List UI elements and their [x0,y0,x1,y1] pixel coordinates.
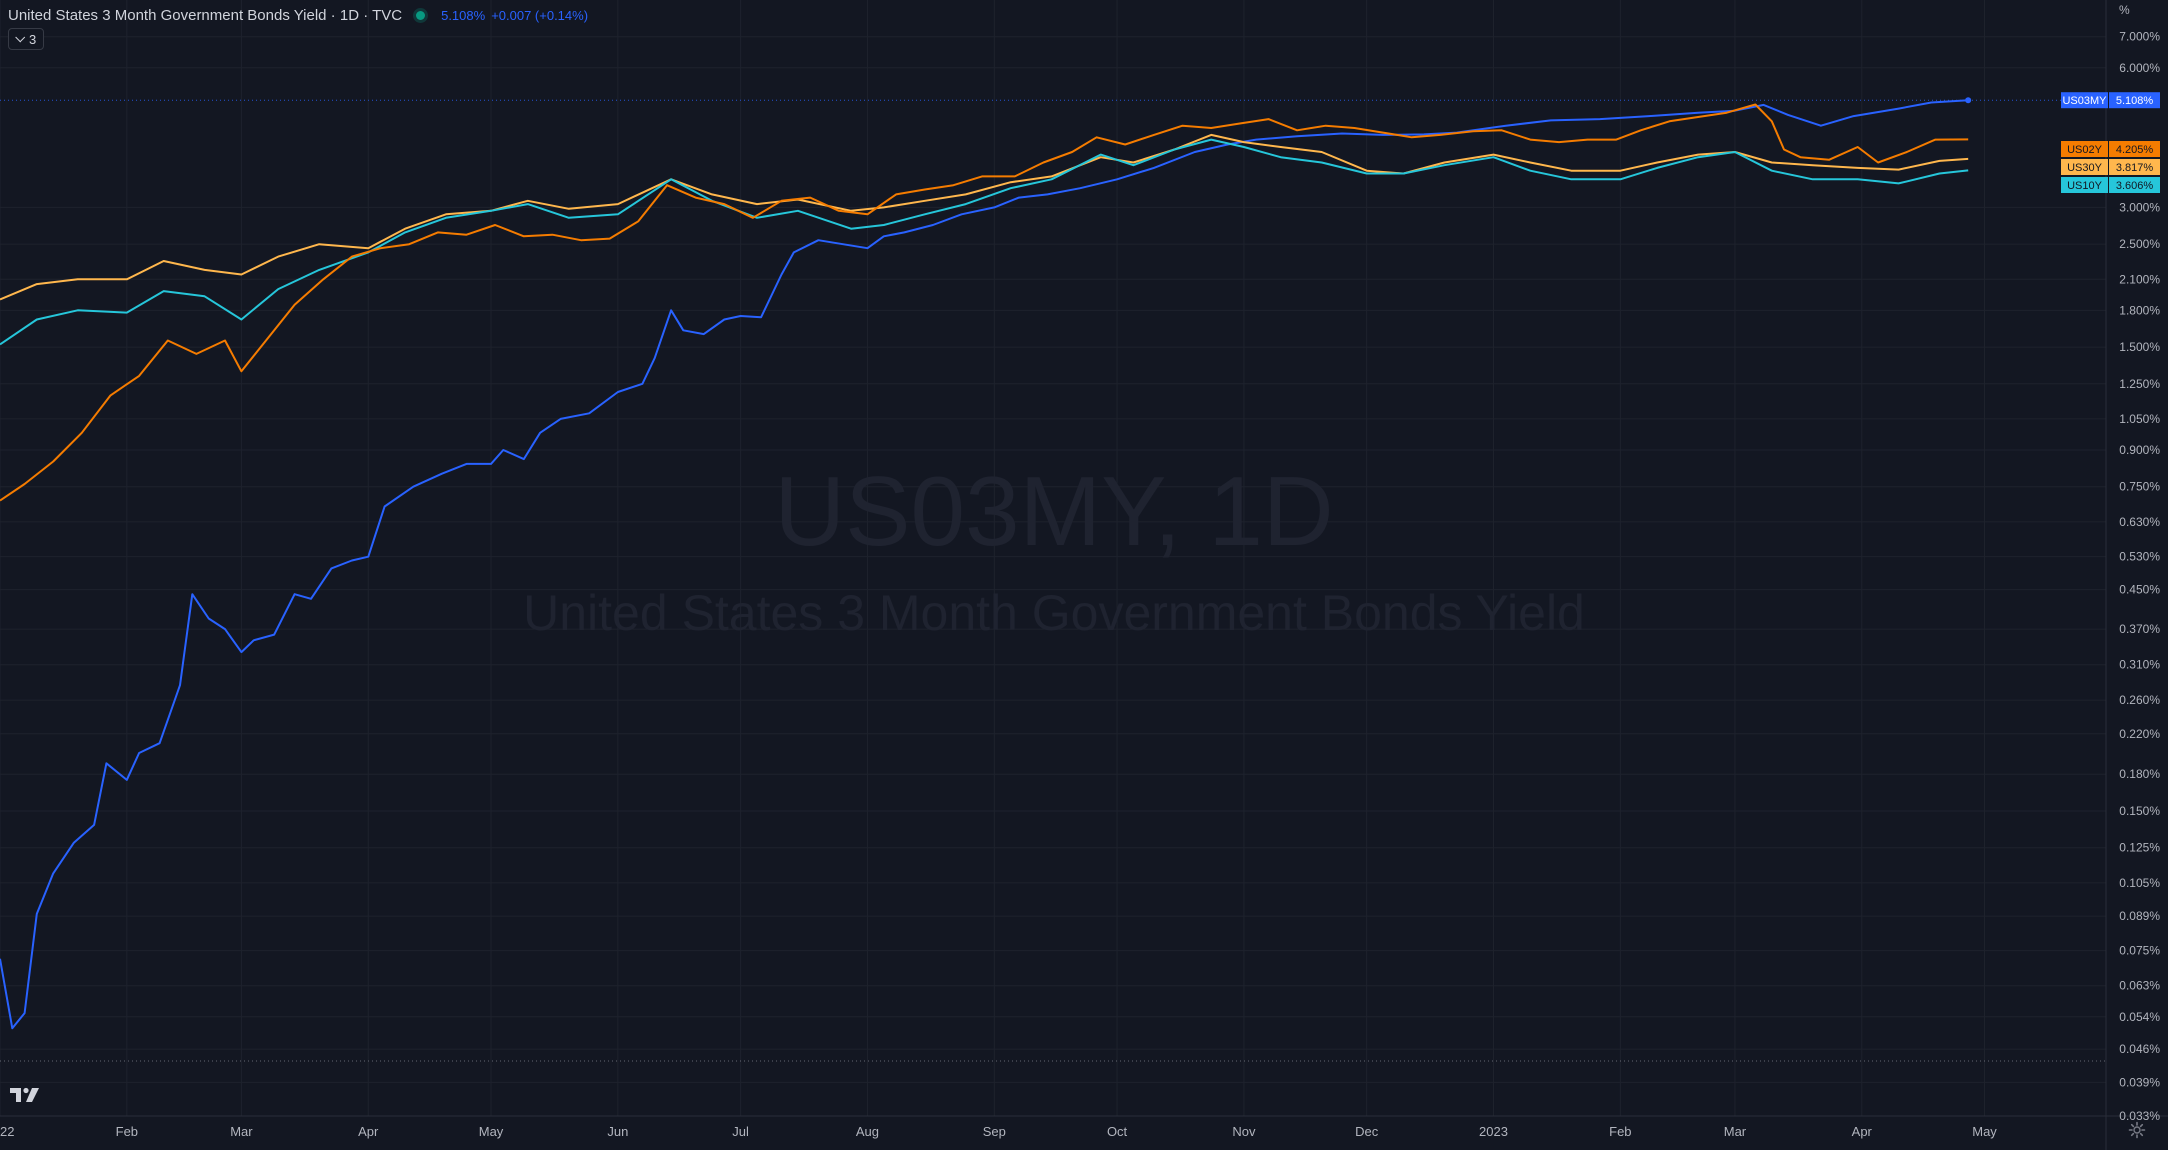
y-tick-label: 0.150% [2119,804,2160,818]
y-tick-label: 1.500% [2119,340,2160,354]
x-tick-label: Apr [1852,1124,1873,1139]
y-tick-label: 1.800% [2119,303,2160,317]
x-tick-label: Nov [1232,1124,1256,1139]
y-tick-label: 0.450% [2119,583,2160,597]
gear-icon[interactable] [2128,1121,2146,1139]
indicators-toggle-button[interactable]: 3 [8,28,45,50]
series-line-us02y [0,103,1969,502]
last-quote: 5.108% +0.007 (+0.14%) [441,8,588,23]
change-value: +0.007 (+0.14%) [491,7,589,23]
y-tick-label: 3.000% [2119,200,2160,214]
series-name-box [2061,141,2108,157]
series-value-box [2109,92,2160,109]
series-name-label: US03MY [2062,95,2107,107]
y-tick-label: 0.310% [2119,658,2160,672]
series-last-value-labels: US03MY 5.108% US02Y 4.205% US30Y 3.817% US10Y 3… [2061,92,2160,193]
y-tick-label: 7.000% [2119,30,2160,44]
grid-lines [0,0,2106,1117]
watermark: US03MY, 1D United States 3 Month Governm… [523,456,1585,641]
series-name-label: US10Y [2067,180,2103,192]
indicators-count: 3 [29,31,37,47]
series-value-label: 5.108% [2116,95,2154,107]
x-tick-label: Feb [1609,1124,1631,1139]
series-value-box [2109,177,2160,193]
last-value: 5.108% [441,7,486,23]
series-name-box [2061,159,2108,175]
series-name-box [2061,92,2108,109]
legend-header: United States 3 Month Government Bonds Y… [8,5,588,25]
watermark-description: United States 3 Month Government Bonds Y… [523,585,1585,641]
time-scale[interactable]: 2022 Feb Mar Apr May Jun Jul Aug Sep Oct Nov Dec 202… [0,1124,1997,1139]
y-tick-label: 0.046% [2119,1042,2160,1056]
series-name-label: US02Y [2067,144,2103,156]
series-name-label: US30Y [2067,162,2103,174]
x-tick-label: May [479,1124,504,1139]
x-tick-label: Mar [230,1124,253,1139]
last-point-marker [1965,97,1972,104]
symbol-title[interactable]: United States 3 Month Government Bonds Y… [8,6,403,24]
y-tick-label: 0.220% [2119,727,2160,741]
x-tick-label: 2022 [0,1124,14,1139]
y-tick-label: 0.260% [2119,693,2160,707]
series-value-box [2109,159,2160,175]
last-value-badge-us02y: US02Y 4.205% [2061,141,2160,157]
y-tick-label: 0.105% [2119,876,2160,890]
series-line-us10y [0,138,1969,346]
y-tick-label: 6.000% [2119,61,2160,75]
series-name-box [2061,177,2108,193]
y-tick-label: 0.039% [2119,1075,2160,1089]
price-scale-unit: % [2119,3,2130,17]
y-tick-label: 0.530% [2119,550,2160,564]
market-status-dot-icon [416,10,426,20]
x-tick-label: Jun [607,1124,628,1139]
y-tick-label: 0.033% [2119,1109,2160,1123]
last-value-badge-us03my: US03MY 5.108% [2061,92,2160,109]
y-tick-label: 0.370% [2119,622,2160,636]
y-tick-label: 0.750% [2119,480,2160,494]
y-tick-label: 0.125% [2119,841,2160,855]
watermark-symbol: US03MY, 1D [774,456,1333,566]
y-tick-label: 2.500% [2119,237,2160,251]
x-tick-label: Mar [1724,1124,1747,1139]
y-tick-label: 0.054% [2119,1010,2160,1024]
y-tick-label: 0.063% [2119,979,2160,993]
y-tick-label: 1.250% [2119,377,2160,391]
y-tick-label: 2.100% [2119,272,2160,286]
tradingview-logo-icon[interactable] [10,1086,42,1104]
y-tick-label: 1.050% [2119,412,2160,426]
series-value-label: 4.205% [2116,144,2154,156]
series-value-box [2109,141,2160,157]
last-value-badge-us30y: US30Y 3.817% [2061,159,2160,175]
x-tick-label: Feb [116,1124,138,1139]
x-tick-label: 2023 [1479,1124,1508,1139]
x-tick-label: May [1972,1124,1997,1139]
y-tick-label: 0.630% [2119,515,2160,529]
y-tick-label: 0.180% [2119,767,2160,781]
x-tick-label: Oct [1107,1124,1128,1139]
chevron-down-icon [15,31,26,42]
last-value-badge-us10y: US10Y 3.606% [2061,177,2160,193]
series-line-us30y [0,133,1969,301]
series-value-label: 3.606% [2116,180,2154,192]
y-tick-label: 0.075% [2119,944,2160,958]
price-scale[interactable]: 7.000% 6.000% 3.000% 2.500% 2.100% 1.800% 1.50… [2119,30,2160,1123]
x-tick-label: Dec [1355,1124,1379,1139]
x-tick-label: Jul [732,1124,749,1139]
x-tick-label: Apr [358,1124,379,1139]
x-tick-label: Sep [983,1124,1006,1139]
y-tick-label: 0.900% [2119,443,2160,457]
y-tick-label: 0.089% [2119,909,2160,923]
series-lines [0,97,1972,1030]
x-tick-label: Aug [856,1124,879,1139]
series-value-label: 3.817% [2116,162,2154,174]
